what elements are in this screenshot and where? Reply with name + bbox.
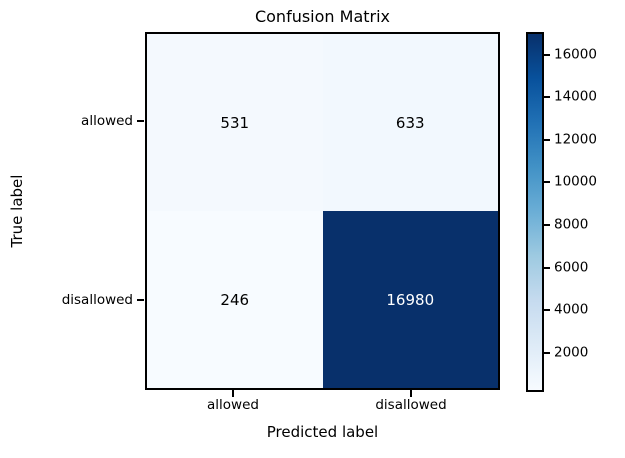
colorbar-tick-label: 8000	[554, 216, 589, 233]
colorbar-tick-mark	[544, 351, 550, 354]
y-tick-mark-disallowed	[137, 299, 144, 301]
y-axis-label: True label	[8, 174, 26, 248]
chart-title: Confusion Matrix	[254, 7, 391, 26]
colorbar	[526, 32, 544, 392]
colorbar-tick-mark	[544, 224, 550, 227]
y-tick-mark-allowed	[137, 120, 144, 122]
x-tick-mark-disallowed	[410, 390, 412, 397]
x-tick-mark-allowed	[232, 390, 234, 397]
colorbar-tick-mark	[544, 96, 550, 99]
colorbar-tick-mark	[544, 181, 550, 184]
colorbar-gradient	[528, 34, 542, 390]
y-tick-label-disallowed: disallowed	[61, 292, 133, 308]
colorbar-tick-mark	[544, 309, 550, 312]
x-tick-label-disallowed: disallowed	[375, 397, 447, 413]
colorbar-tick-label: 2000	[554, 344, 589, 361]
colorbar-tick-label: 12000	[554, 131, 597, 148]
matrix-cell-true-disallowed-pred-disallowed: 16980	[322, 211, 498, 388]
x-tick-label-allowed: allowed	[207, 397, 259, 413]
colorbar-tick-label: 6000	[554, 259, 589, 276]
heatmap-plot-area: 531 633 246 16980	[145, 32, 500, 390]
colorbar-tick-label: 14000	[554, 88, 597, 105]
colorbar-tick-label: 16000	[554, 46, 597, 63]
colorbar-tick-mark	[544, 266, 550, 269]
matrix-cell-true-allowed-pred-disallowed: 633	[322, 34, 498, 211]
matrix-cell-true-disallowed-pred-allowed: 246	[147, 211, 323, 388]
matrix-cell-true-allowed-pred-allowed: 531	[147, 34, 323, 211]
y-tick-label-allowed: allowed	[81, 113, 133, 129]
colorbar-tick-label: 4000	[554, 301, 589, 318]
x-axis-label: Predicted label	[266, 423, 379, 441]
colorbar-tick-mark	[544, 53, 550, 56]
colorbar-tick-label: 10000	[554, 173, 597, 190]
colorbar-tick-mark	[544, 138, 550, 141]
